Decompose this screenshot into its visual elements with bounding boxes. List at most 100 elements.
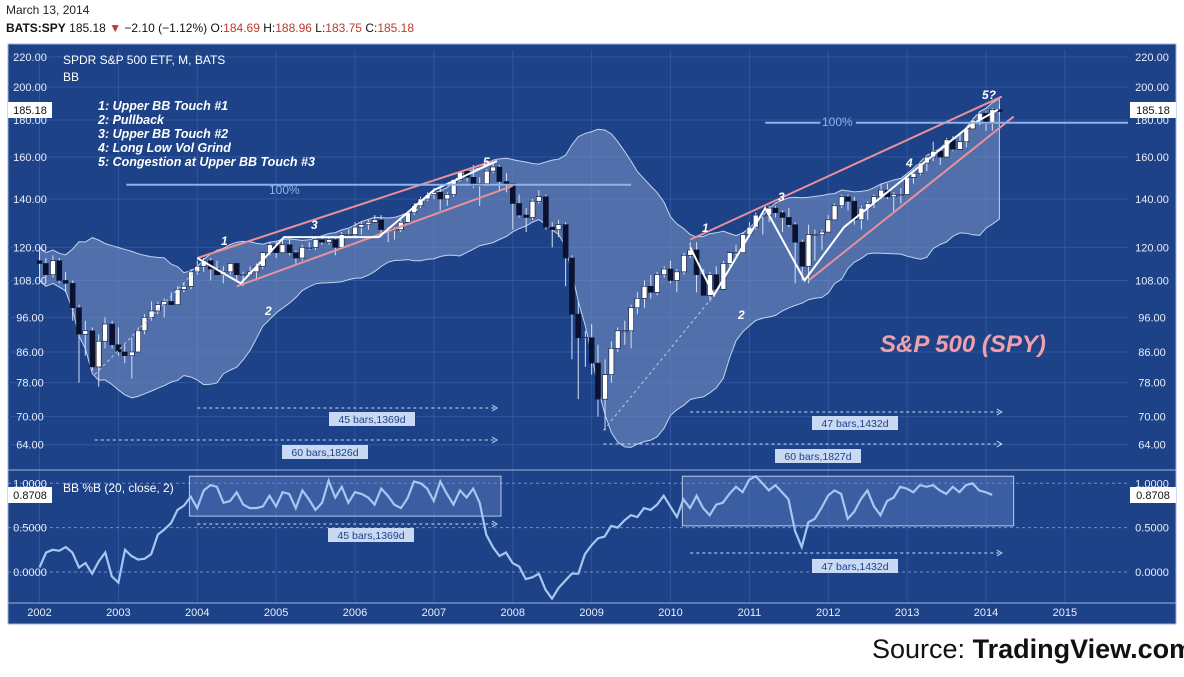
candle-body-118 (812, 234, 818, 236)
pctb-tick-left-2: 0.0000 (13, 567, 47, 579)
range-label-4: 60 bars,1827d (784, 451, 851, 463)
range-box-2 (282, 445, 368, 459)
pctb-line (38, 474, 993, 601)
candle-body-84 (588, 337, 595, 364)
candle-body-115 (792, 224, 798, 243)
candle-body-21 (174, 288, 181, 305)
level-label-left: 100% (269, 183, 300, 197)
time-tick-0: 2002 (27, 607, 51, 619)
candle-body-38 (286, 244, 293, 253)
candle-body-85 (595, 362, 601, 400)
note-5: 5: Congestion at Upper BB Touch #3 (98, 155, 315, 169)
candle-body-14 (129, 351, 135, 356)
pctb-range-box-2 (812, 559, 898, 573)
cycle-labels-right: 1 2 3 4 5? (702, 88, 997, 322)
pctb-range-box-1 (328, 528, 414, 542)
candle-body-37 (279, 244, 286, 253)
channel-right-lower (807, 115, 1015, 282)
candle-body-69 (490, 166, 496, 172)
price-tick-right-1: 200.00 (1135, 82, 1169, 94)
price-tick-left-5: 120.00 (13, 242, 47, 254)
channel-left-lower (236, 184, 514, 288)
candle-body-9 (95, 340, 102, 368)
pctb-tick-left-1: 0.5000 (13, 523, 47, 535)
legend-notes: 1: Upper BB Touch #1 2: Pullback 3: Uppe… (97, 99, 315, 169)
bollinger-band (39, 97, 1000, 448)
candle-body-7 (82, 330, 89, 335)
range-box-1 (329, 412, 415, 426)
candle-body-20 (168, 301, 175, 305)
source-label: Source: (872, 634, 973, 664)
candle-body-117 (805, 234, 812, 267)
pctb-value-tag-left-text: 0.8708 (13, 490, 47, 502)
candle-body-44 (326, 239, 332, 243)
candle-body-90 (628, 307, 634, 332)
candle-body-47 (345, 234, 352, 236)
pctb-title: BB %B (20, close, 2) (63, 481, 174, 495)
note-1: 1: Upper BB Touch #1 (98, 99, 228, 113)
price-tick-left-8: 86.00 (16, 347, 44, 359)
candle-body-98 (681, 255, 687, 273)
last-price: 185.18 (69, 21, 106, 35)
range-label-2: 60 bars,1826d (291, 447, 358, 459)
candle-body-87 (608, 348, 615, 375)
price-tick-left-9: 78.00 (16, 378, 44, 390)
channel-left-upper (196, 160, 494, 259)
candle-body-114 (786, 217, 792, 225)
cycle-left-4: 4 (410, 201, 418, 215)
chart-title: SPDR S&P 500 ETF, M, BATS (63, 53, 225, 67)
cycle-left-1: 1 (221, 234, 228, 248)
pctb-range-line-1-arrow (491, 520, 498, 528)
time-tick-5: 2007 (422, 607, 446, 619)
candle-body-68 (483, 170, 490, 184)
level-label-right: 100% (822, 115, 853, 129)
candle-body-105 (726, 252, 733, 264)
candle-body-3 (56, 260, 63, 281)
time-tick-3: 2005 (264, 607, 288, 619)
chart-date: March 13, 2014 (6, 3, 90, 17)
candle-body-6 (76, 307, 82, 335)
candle-body-116 (799, 241, 806, 267)
pctb-range-line-2-arrow (996, 549, 1003, 557)
candle-body-121 (831, 205, 838, 221)
price-tick-left-1: 200.00 (13, 82, 47, 94)
annotations (94, 95, 1128, 448)
price-tick-right-5: 120.00 (1135, 242, 1169, 254)
price-tick-right-6: 108.00 (1135, 275, 1169, 287)
price-tick-left-0: 220.00 (13, 52, 47, 64)
candle-body-131 (898, 194, 904, 196)
spy-monthly-chart[interactable]: SPDR S&P 500 ETF, M, BATS BB 1: Upper BB… (0, 40, 1184, 630)
range-box-4 (775, 449, 861, 463)
candle-body-41 (306, 247, 313, 249)
range-line-4-arrow (996, 440, 1003, 448)
candle-body-13 (121, 351, 128, 356)
time-tick-9: 2011 (738, 607, 762, 619)
close-value: 185.18 (377, 21, 415, 35)
time-tick-4: 2006 (343, 607, 367, 619)
price-tick-right-7: 96.00 (1138, 312, 1166, 324)
candle-body-120 (825, 219, 832, 233)
high-value: 188.96 (275, 21, 312, 35)
candle-body-76 (536, 196, 542, 202)
price-tick-right-4: 140.00 (1135, 194, 1169, 206)
price-tick-right-11: 64.00 (1138, 440, 1166, 452)
price-tick-right-8: 86.00 (1138, 347, 1166, 359)
time-axis: 2002 2003 2004 2005 2006 2007 2008 2009 2010 2011… (27, 607, 1077, 619)
price-tick-right-9: 78.00 (1138, 378, 1166, 390)
price-tick-left-2: 180.00 (13, 115, 47, 127)
pctb-tick-right-1: 0.5000 (1135, 523, 1169, 535)
price-tick-right-3: 160.00 (1135, 152, 1169, 164)
bollinger-band-fill (39, 97, 1000, 448)
high-label: H: (263, 21, 276, 35)
candle-body-82 (575, 313, 582, 338)
down-arrow-icon: ▼ (109, 21, 122, 35)
cycle-left-2: 2 (264, 304, 272, 318)
pctb-range-label-2: 47 bars,1432d (821, 561, 888, 573)
candle-body-16 (141, 317, 148, 332)
candle-body-89 (621, 330, 628, 333)
candle-body-31 (240, 274, 246, 276)
candle-body-102 (707, 274, 713, 296)
source-credit: Source: TradingView.com (872, 634, 1184, 665)
candle-body-78 (549, 226, 556, 230)
low-label: L: (315, 21, 326, 35)
